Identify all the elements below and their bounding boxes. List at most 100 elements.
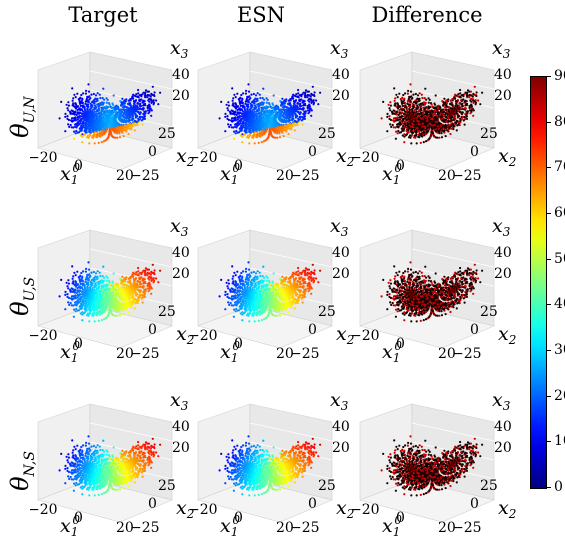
data-point [428,98,431,101]
data-point [266,124,269,127]
data-point [408,125,411,128]
data-point [270,122,273,125]
data-point [84,92,87,95]
data-point [416,104,419,107]
data-point [244,121,247,124]
data-point [280,110,283,114]
data-point [417,114,420,118]
data-point [122,101,125,104]
data-point [397,113,400,116]
data-point [435,120,438,123]
data-point [101,120,104,123]
data-point [426,126,429,129]
data-point [236,111,239,114]
data-point [246,125,249,128]
data-point [132,117,135,120]
data-point [232,103,235,106]
data-point [394,137,397,140]
data-point [100,131,103,134]
data-point [150,287,153,290]
data-point [70,119,74,122]
data-point [278,127,281,130]
data-point [80,117,83,121]
data-point [424,103,427,106]
data-point [416,126,419,130]
data-point [106,122,109,125]
data-point [262,103,265,106]
data-point [447,98,450,101]
data-point [95,106,98,109]
data-point [99,96,102,100]
data-point [422,110,425,113]
data-point [459,95,462,98]
data-point [407,89,410,92]
x2-tick-label: −25 [290,168,320,184]
data-point [243,130,246,133]
data-point [422,141,425,144]
data-point [268,126,271,129]
data-point [411,108,414,112]
data-point [281,119,284,122]
data-point [245,89,248,92]
data-point [298,103,301,106]
data-point [118,136,122,139]
data-point [255,129,258,132]
data-point [135,271,138,274]
data-point [260,141,263,144]
data-point [414,136,417,139]
data-point [124,129,127,132]
data-point [230,109,233,112]
data-point [143,103,146,106]
data-point [146,109,150,112]
data-point [99,122,103,125]
data-point [401,134,404,137]
data-point [240,93,243,97]
data-point [417,133,420,136]
data-point [93,142,96,145]
data-point [239,134,242,137]
data-point [276,126,279,129]
data-point [401,122,404,125]
data-point [114,131,117,134]
data-point [396,102,399,105]
data-point [294,104,297,107]
data-point [402,93,405,97]
data-point [254,104,257,107]
data-point [73,116,77,119]
data-point [306,104,309,108]
data-point [246,134,250,137]
data-point [468,104,471,108]
data-point [258,132,261,135]
data-point [227,118,231,122]
data-point [427,101,430,104]
data-point [239,111,242,114]
data-point [296,108,299,111]
data-point [415,108,418,111]
data-point [248,127,251,131]
data-point [464,107,467,110]
data-point [299,116,302,119]
data-point [98,124,101,127]
data-point [87,136,90,139]
data-point [294,113,297,116]
data-point [282,101,285,104]
data-point [278,130,281,133]
data-point [230,119,234,122]
data-point [148,94,151,97]
data-point [242,124,245,127]
data-point [440,114,443,117]
data-point [294,124,297,127]
data-point [92,125,95,128]
data-point [424,113,427,116]
data-point [279,113,282,116]
data-point [136,108,139,111]
data-point [128,127,131,130]
data-point [234,102,237,105]
data-point [406,109,409,112]
data-point [459,121,462,124]
data-point [472,99,475,102]
data-point [282,108,286,111]
data-point [148,105,151,108]
data-point [131,114,134,117]
data-point [133,129,136,132]
